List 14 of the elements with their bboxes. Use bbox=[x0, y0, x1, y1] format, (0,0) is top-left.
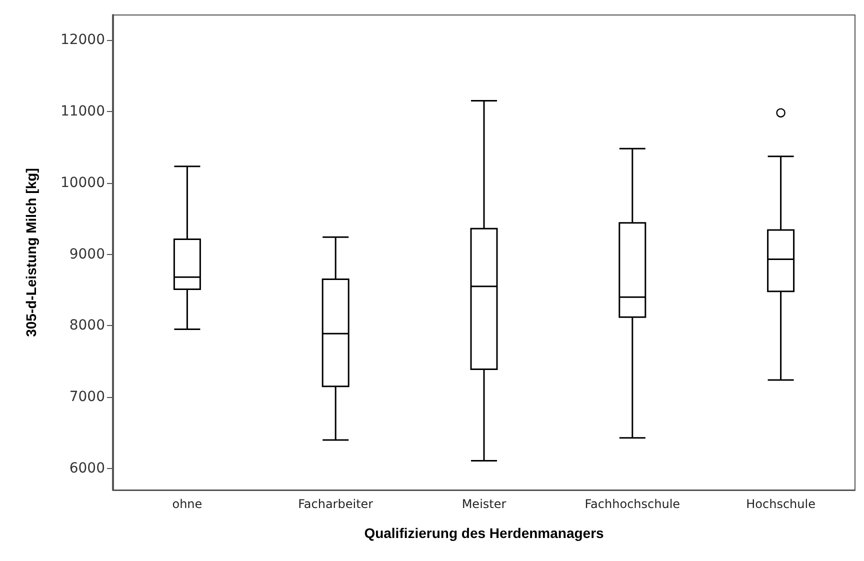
y-tick-label: 11000 bbox=[60, 103, 105, 120]
y-axis-title: 305-d-Leistung Milch [kg] bbox=[23, 168, 39, 337]
y-tick-label: 9000 bbox=[69, 246, 105, 262]
y-tick-label: 10000 bbox=[60, 174, 105, 191]
x-tick-label: Facharbeiter bbox=[298, 497, 374, 511]
x-tick-label: Fachhochschule bbox=[584, 497, 680, 511]
x-axis-title: Qualifizierung des Herdenmanagers bbox=[364, 525, 604, 541]
y-tick-label: 12000 bbox=[60, 32, 105, 48]
y-tick-label: 7000 bbox=[69, 389, 105, 406]
x-tick-label: Meister bbox=[462, 497, 506, 511]
y-tick-label: 6000 bbox=[69, 460, 105, 477]
y-tick-label: 8000 bbox=[69, 318, 105, 334]
x-tick-label: ohne bbox=[172, 497, 202, 511]
x-tick-label: Hochschule bbox=[746, 497, 816, 511]
